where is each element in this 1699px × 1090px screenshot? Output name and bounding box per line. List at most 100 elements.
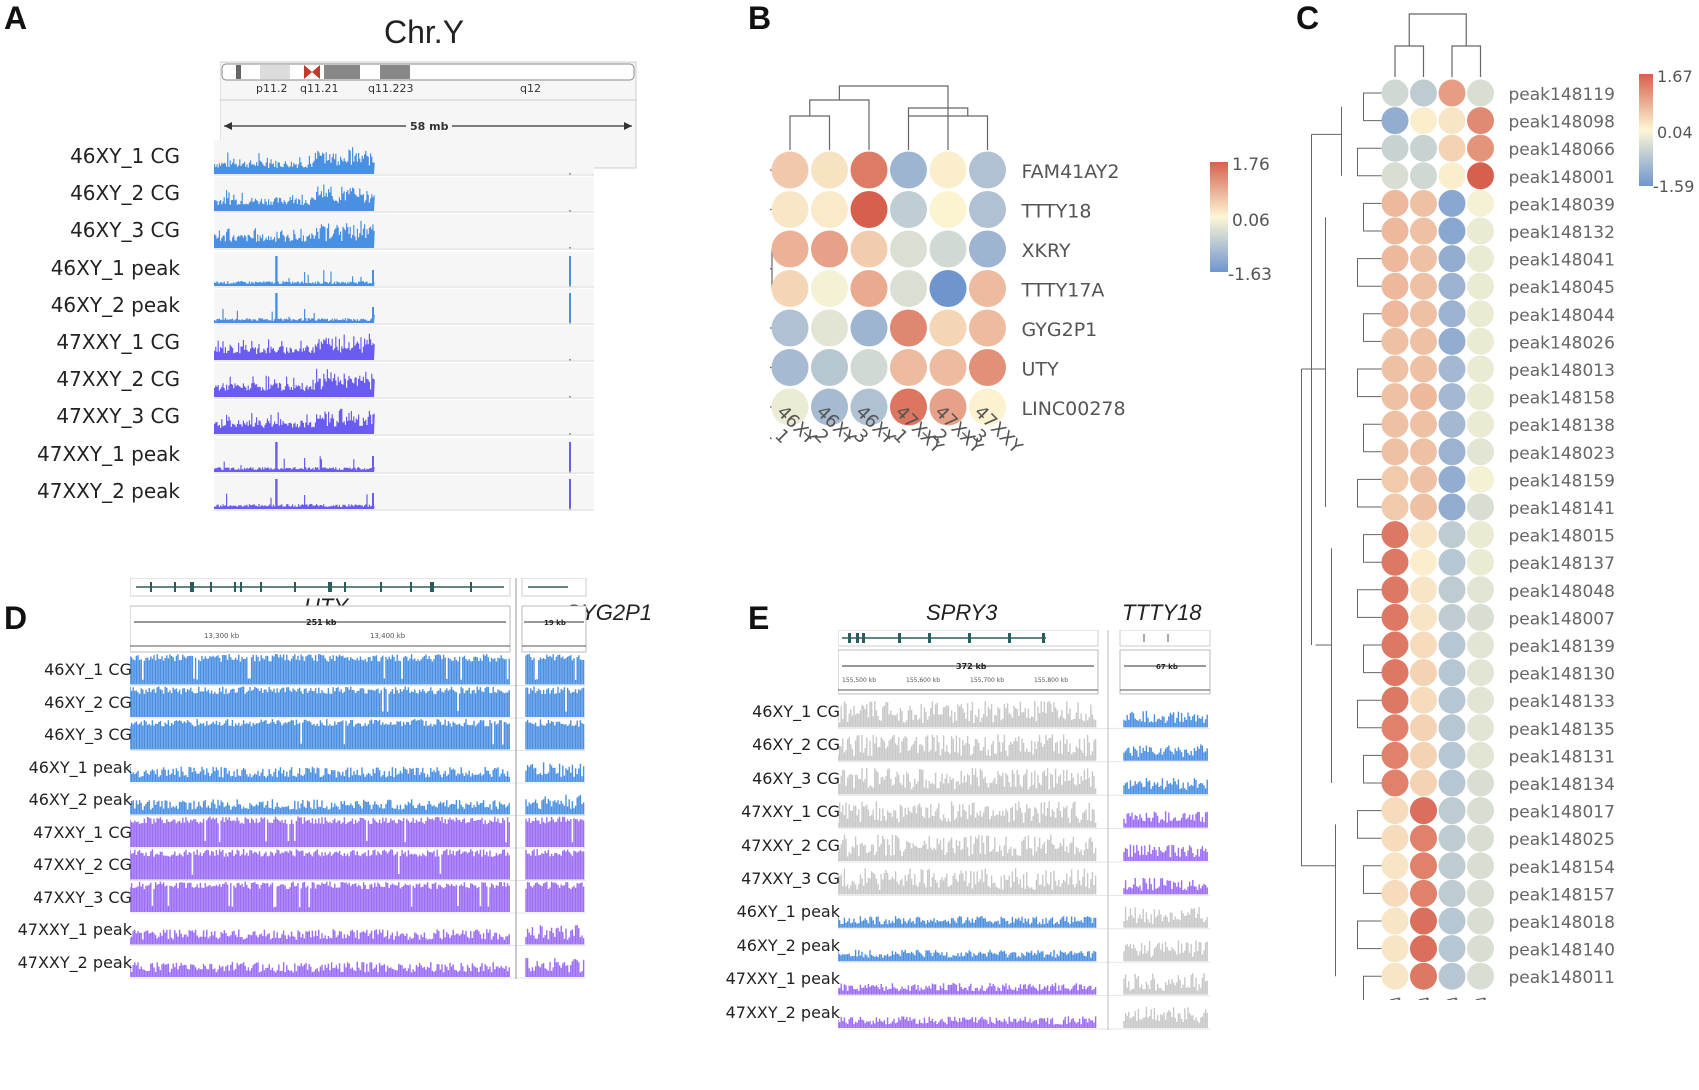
- track-label-d: 47XXY_2 CG: [33, 855, 132, 874]
- heatmap-cell: [929, 151, 967, 189]
- heatmap-cell: [1410, 383, 1437, 411]
- heatmap-cell: [1381, 438, 1409, 466]
- track-label-a: 47XXY_1 CG: [56, 330, 180, 354]
- heatmap-cell: [969, 151, 1006, 189]
- gene-label: TTTY18: [1021, 201, 1092, 223]
- peak-label: peak148023: [1509, 444, 1615, 464]
- coverage-signal: [1123, 744, 1208, 761]
- peak-label: peak148138: [1509, 416, 1615, 436]
- coverage-signal: [838, 868, 1097, 895]
- coverage-signal: [214, 184, 375, 212]
- column-dendrogram: [1394, 13, 1482, 77]
- heatmap-cell: [1438, 217, 1466, 245]
- heatmap-cell: [929, 388, 967, 426]
- heatmap-cell: [1467, 714, 1494, 742]
- coverage-track-a: [214, 177, 594, 214]
- track-label-d: 47XXY_1 peak: [17, 920, 132, 939]
- heatmap-cell: [1467, 217, 1494, 245]
- heatmap-cell: [1410, 438, 1437, 466]
- heatmap-cell: [1410, 935, 1437, 963]
- coverage-signal: [130, 719, 510, 750]
- band-label-4: q12: [520, 82, 541, 95]
- coverage-signal: [525, 881, 585, 912]
- heatmap-cell: [1381, 465, 1409, 493]
- track-label-a: 46XY_1 CG: [70, 144, 180, 168]
- peak-label: peak148013: [1509, 361, 1615, 381]
- peak-label: peak148066: [1509, 140, 1615, 160]
- coverage-signal: [1123, 878, 1208, 895]
- coverage-signal: [1123, 778, 1208, 795]
- peak-label: peak148131: [1509, 747, 1615, 767]
- coverage-signal: [525, 654, 585, 685]
- coverage-track-a: [214, 400, 594, 437]
- band-label-1: p11.2: [256, 82, 287, 95]
- heatmap-cell: [1410, 79, 1437, 107]
- peak-label: peak148026: [1509, 333, 1615, 353]
- heatmap-cell: [1381, 907, 1409, 935]
- heatmap-cell: [969, 309, 1006, 347]
- heatmap-cell: [850, 388, 888, 426]
- heatmap-cell: [1467, 797, 1494, 825]
- peak-label: peak148098: [1509, 113, 1615, 133]
- tick-label: 155,800 kb: [1034, 677, 1068, 684]
- coverage-signal: [525, 762, 585, 782]
- track-label-e: 47XXY_1 CG: [741, 802, 840, 822]
- coverage-signal: [130, 881, 510, 912]
- heatmap-cell: [1438, 355, 1466, 383]
- heatmap-cell: [1381, 79, 1409, 107]
- heatmap-cell: [771, 191, 809, 228]
- peak-label: peak148045: [1509, 278, 1615, 298]
- peak-label: peak148135: [1509, 720, 1615, 740]
- peak-label: peak148157: [1509, 885, 1615, 905]
- track-label-e: 47XXY_2 CG: [741, 835, 840, 855]
- heatmap-cell: [1467, 355, 1494, 383]
- track-label-e: 46XY_1 CG: [752, 702, 840, 721]
- heatmap-cell: [1438, 769, 1466, 797]
- sample-label: 47XXY_3: [957, 402, 1027, 472]
- heatmap-cell: [850, 151, 888, 189]
- heatmap-c: peak148119 peak148098 peak148066 peak148001…: [1301, 13, 1694, 1000]
- coverage-signal: [214, 147, 375, 174]
- heatmap-cell: [1438, 300, 1466, 328]
- heatmap-cell: [1381, 327, 1409, 355]
- heatmap-cell: [1381, 300, 1409, 328]
- panel-letter-e: E: [748, 600, 770, 636]
- coverage-signal: [1123, 811, 1208, 828]
- tick-label: 155,500 kb: [842, 677, 876, 684]
- legend-min: -1.59: [1653, 177, 1694, 196]
- heatmap-cell: [1438, 134, 1466, 162]
- heatmap-cell: [1438, 383, 1466, 411]
- coverage-signal: [1123, 973, 1208, 995]
- coverage-signal: [838, 834, 1097, 861]
- heatmap-cell: [1438, 107, 1466, 135]
- coverage-signal: [130, 929, 510, 945]
- track-label-e: 47XXY_3 CG: [741, 869, 840, 888]
- coverage-signal: [1123, 940, 1208, 962]
- heatmap-cell: [929, 270, 967, 307]
- gene-label: XKRY: [1022, 240, 1071, 262]
- track-label-e: 47XXY_2 peak: [725, 1002, 840, 1022]
- heatmap-cell: [811, 230, 848, 268]
- scale-label: 251 kb: [306, 618, 337, 627]
- heatmap-cell: [1410, 327, 1437, 355]
- heatmap-cell: [1467, 576, 1494, 604]
- heatmap-cell: [850, 270, 888, 307]
- heatmap-cell: [1438, 603, 1466, 631]
- heatmap-cell: [1381, 521, 1409, 549]
- heatmap-cell: [1467, 162, 1494, 190]
- heatmap-cell: [1381, 714, 1409, 742]
- track-label-e: 46XY_2 peak: [736, 935, 840, 955]
- coverage-signal: [214, 255, 375, 286]
- track-label-a: 47XXY_3 CG: [56, 404, 180, 429]
- track-label-d: 47XXY_1 CG: [33, 822, 132, 842]
- heatmap-cell: [890, 309, 927, 347]
- heatmap-cell: [1467, 272, 1494, 300]
- peak-label: peak148017: [1509, 803, 1615, 823]
- coverage-track-a: [214, 288, 594, 325]
- column-dendrogram: [789, 85, 989, 150]
- heatmap-cell: [1381, 631, 1409, 659]
- heatmap-cell: [1410, 272, 1437, 300]
- heatmap-cell: [929, 349, 967, 386]
- legend-max: 1.67: [1657, 67, 1693, 86]
- scale-label: 67 kb: [1156, 663, 1178, 671]
